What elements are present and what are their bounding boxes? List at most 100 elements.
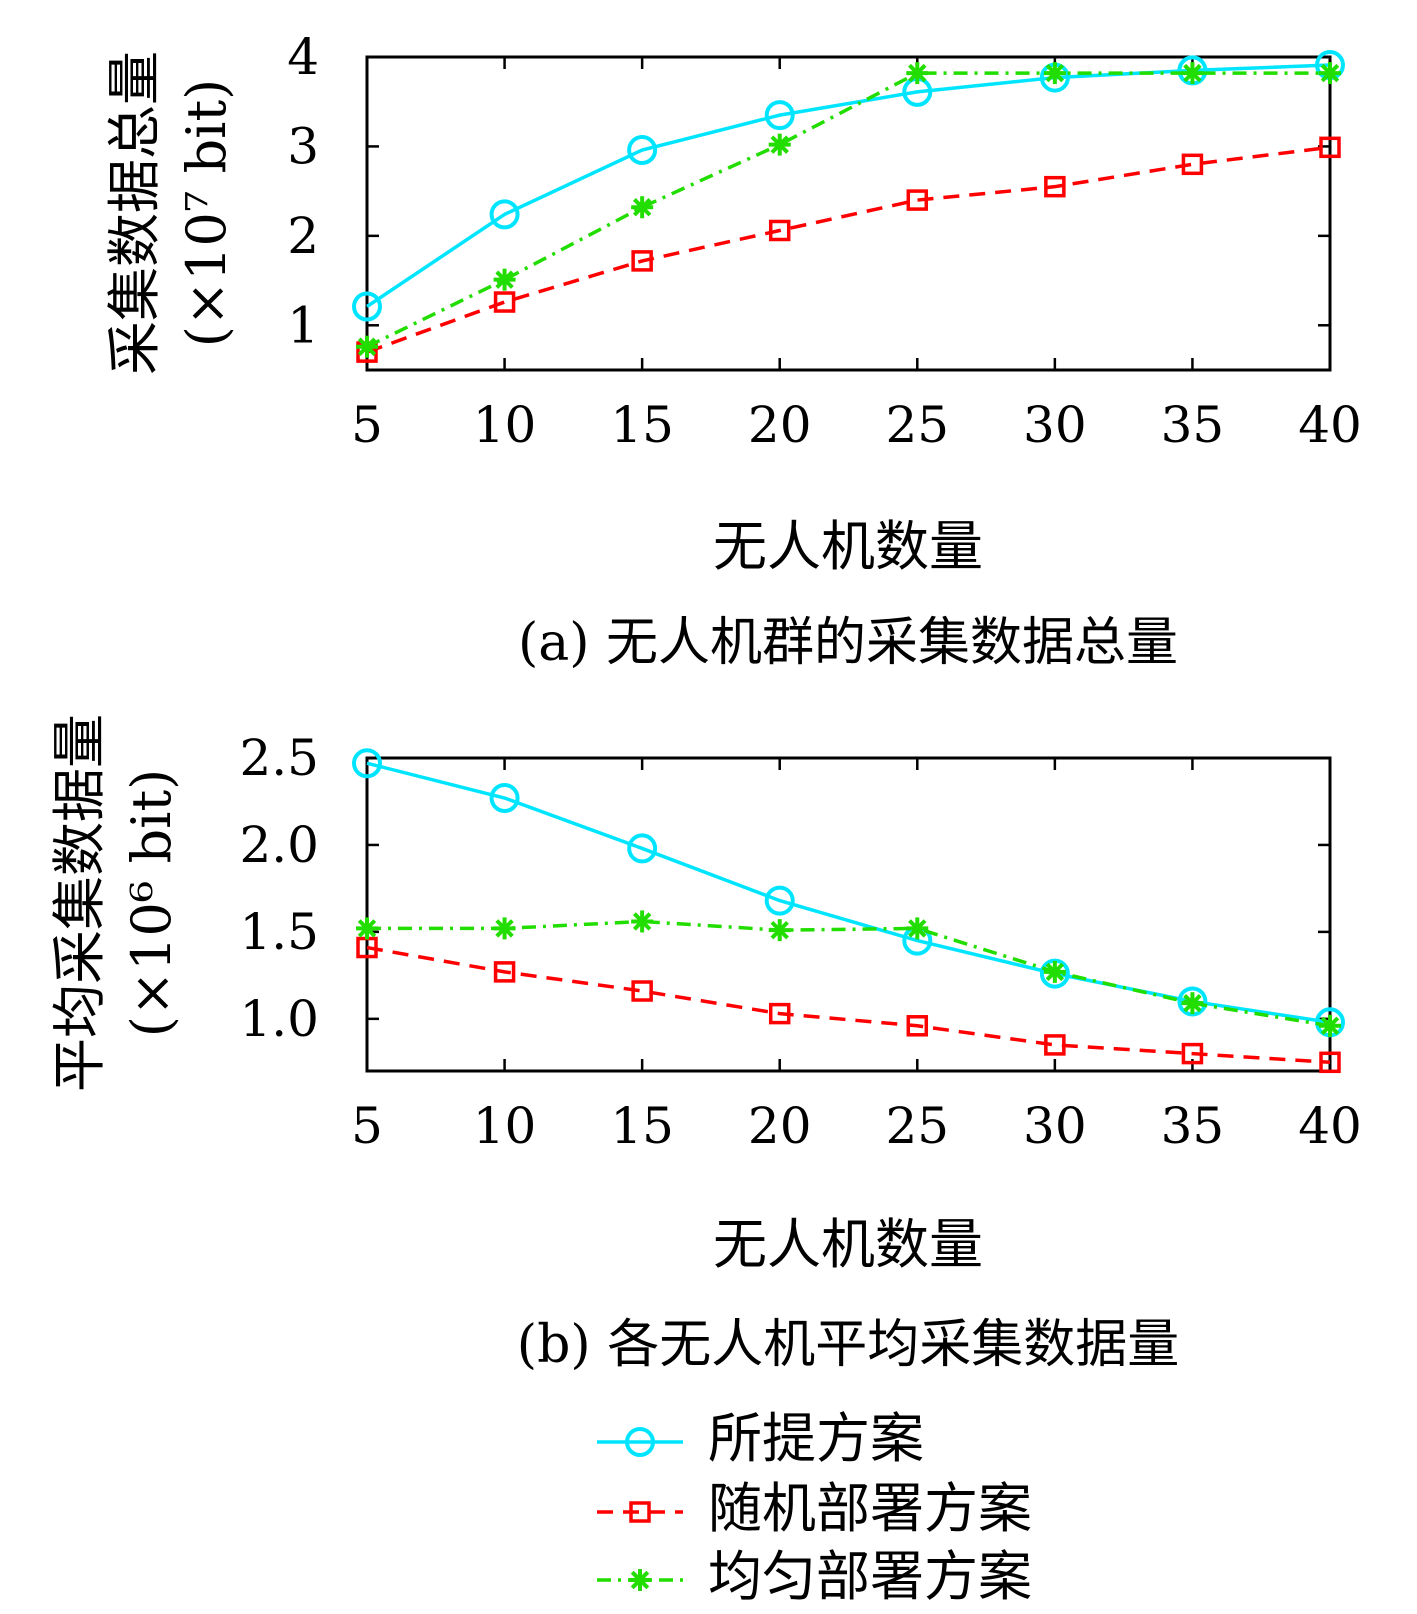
- chart-a-series-line-0: [366, 63, 1331, 308]
- chart-a-series-1-point: [768, 219, 791, 242]
- chart-b-series-2-point: [1319, 1014, 1341, 1037]
- chart-b-series-1-point: [1044, 1034, 1066, 1056]
- legend-symbol-random: [597, 1501, 683, 1523]
- chart-b-series-0-point: [352, 748, 382, 779]
- chart-b-series-1-point: [1319, 1051, 1341, 1074]
- chart-a-series-1-point: [1181, 153, 1204, 176]
- chart-b: 5 10 15 20 25 30 35 40 1.0 1.5 2.0 2.5 无人机数量 平均采集数据…: [48, 714, 1362, 1375]
- chart-b-series-0-point: [489, 782, 520, 813]
- chart-b-series-2-point: [356, 917, 378, 940]
- chart-b-series-2-point: [1181, 992, 1204, 1015]
- chart-b-x-tick-label: 10: [473, 1097, 537, 1155]
- chart-a-series-2-point: [1043, 62, 1066, 85]
- chart-a-y-tick-label: 1: [287, 296, 319, 354]
- chart-b-y-axis-label: 平均采集数据量: [48, 714, 111, 1092]
- chart-a-series-2-point: [631, 196, 654, 219]
- chart-a-series-2-point: [768, 133, 791, 156]
- chart-a-series: [352, 50, 1345, 363]
- chart-a-x-tick-label: 20: [748, 396, 812, 454]
- chart-a-series-2-point: [1181, 62, 1204, 85]
- chart-b-x-axis-label: 无人机数量: [713, 1213, 983, 1276]
- chart-a-x-tick-label: 40: [1298, 396, 1362, 454]
- chart-a-ticks: 5 10 15 20 25 30 35 40 1 2 3 4: [287, 28, 1362, 454]
- chart-a-x-tick-label: 30: [1023, 396, 1087, 454]
- chart-b-series-line-1: [366, 945, 1331, 1065]
- chart-b-series-2-point: [768, 919, 791, 942]
- chart-b-series-1-point: [631, 980, 653, 1002]
- chart-b-x-tick-label: 25: [885, 1097, 949, 1155]
- chart-b-series-1-point: [906, 1015, 929, 1037]
- legend-marker-0: [625, 1427, 655, 1457]
- chart-b-y-tick-label: 2.0: [239, 816, 319, 874]
- chart-a-x-tick-label: 35: [1161, 396, 1225, 454]
- chart-b-x-tick-label: 20: [748, 1097, 812, 1155]
- chart-b-x-tick-label: 5: [351, 1097, 383, 1155]
- legend-marker-1: [629, 1501, 651, 1523]
- chart-a-series-2-point: [1319, 62, 1341, 85]
- chart-b-series-line-0: [366, 761, 1331, 1025]
- chart-b-series-0-point: [1177, 986, 1208, 1017]
- chart-a-y-axis-label: 采集数据总量: [103, 51, 166, 375]
- legend-marker-2: [629, 1569, 651, 1591]
- legend: 所提方案 随机部署方案 均匀部署方案: [597, 1407, 1032, 1608]
- chart-a-series-1-point: [631, 250, 653, 272]
- chart-b-series-2-point: [631, 910, 654, 933]
- chart-a-series-1-point: [906, 189, 929, 211]
- chart-b-x-tick-label: 30: [1023, 1097, 1087, 1155]
- chart-b-series-2-point: [906, 917, 929, 940]
- chart-a-series-0-point: [489, 199, 520, 230]
- chart-b-series-2-point: [1043, 960, 1066, 983]
- chart-b-caption: (b) 各无人机平均采集数据量: [517, 1315, 1179, 1375]
- chart-a-series-1-point: [1044, 175, 1066, 198]
- chart-b-x-tick-label: 35: [1161, 1097, 1225, 1155]
- chart-a-series-line-2: [366, 71, 1330, 349]
- chart-b-y-tick-label: 2.5: [239, 729, 319, 787]
- chart-a-x-tick-label: 10: [473, 396, 537, 454]
- chart-a-series-0-point: [764, 100, 795, 131]
- chart-a: 5 10 15 20 25 30 35 40 1 2 3 4 无人机数量 采集数据总量 (×10⁷ b…: [103, 28, 1362, 673]
- legend-symbol-uniform: [597, 1569, 683, 1591]
- chart-a-caption: (a) 无人机群的采集数据总量: [518, 613, 1178, 673]
- legend-label-random: 随机部署方案: [708, 1477, 1032, 1540]
- chart-a-series-2-point: [906, 62, 929, 85]
- legend-label-uniform: 均匀部署方案: [708, 1545, 1032, 1608]
- chart-a-x-tick-label: 15: [610, 396, 674, 454]
- chart-b-y-tick-label: 1.5: [239, 903, 319, 961]
- chart-a-y-tick-label: 4: [287, 28, 319, 86]
- chart-a-series-1-point: [1319, 136, 1341, 159]
- chart-a-series-1-point: [493, 291, 516, 313]
- legend-item-uniform: 均匀部署方案: [597, 1545, 1032, 1608]
- chart-b-series-1-point: [768, 1002, 791, 1025]
- chart-b-series-1-point: [1181, 1042, 1204, 1065]
- chart-b-series-0-point: [1039, 958, 1070, 989]
- chart-b-plot-frame: [365, 756, 1332, 1073]
- chart-b-series-line-2: [367, 919, 1331, 1028]
- chart-b-series-2-point: [493, 917, 516, 940]
- chart-a-series-0-point: [352, 291, 382, 322]
- chart-a-series-0-point: [627, 135, 658, 166]
- chart-b-series: [352, 748, 1345, 1074]
- chart-a-series-2-point: [493, 268, 516, 291]
- chart-b-y-axis-unit: (×10⁶ bit): [120, 769, 183, 1037]
- chart-a-y-tick-label: 2: [287, 207, 319, 265]
- chart-a-series-line-1: [366, 145, 1331, 354]
- chart-a-x-tick-label: 5: [351, 396, 383, 454]
- chart-a-x-axis-label: 无人机数量: [713, 515, 983, 578]
- chart-b-series-0-point: [764, 885, 795, 916]
- chart-a-y-axis-unit: (×10⁷ bit): [175, 79, 238, 347]
- chart-b-series-1-point: [493, 961, 516, 983]
- legend-label-proposed: 所提方案: [708, 1407, 924, 1470]
- chart-a-plot-frame: [365, 55, 1332, 372]
- chart-b-x-tick-label: 15: [610, 1097, 674, 1155]
- legend-item-random: 随机部署方案: [597, 1477, 1032, 1540]
- chart-b-y-tick-label: 1.0: [239, 990, 319, 1048]
- chart-a-x-tick-label: 25: [885, 396, 949, 454]
- chart-b-ticks: 5 10 15 20 25 30 35 40 1.0 1.5 2.0 2.5: [239, 729, 1361, 1155]
- chart-a-y-tick-label: 3: [287, 117, 319, 175]
- chart-b-series-0-point: [627, 833, 658, 864]
- legend-symbol-proposed: [597, 1427, 683, 1457]
- chart-a-series-2-point: [356, 335, 378, 358]
- chart-b-x-tick-label: 40: [1298, 1097, 1362, 1155]
- legend-item-proposed: 所提方案: [597, 1407, 924, 1470]
